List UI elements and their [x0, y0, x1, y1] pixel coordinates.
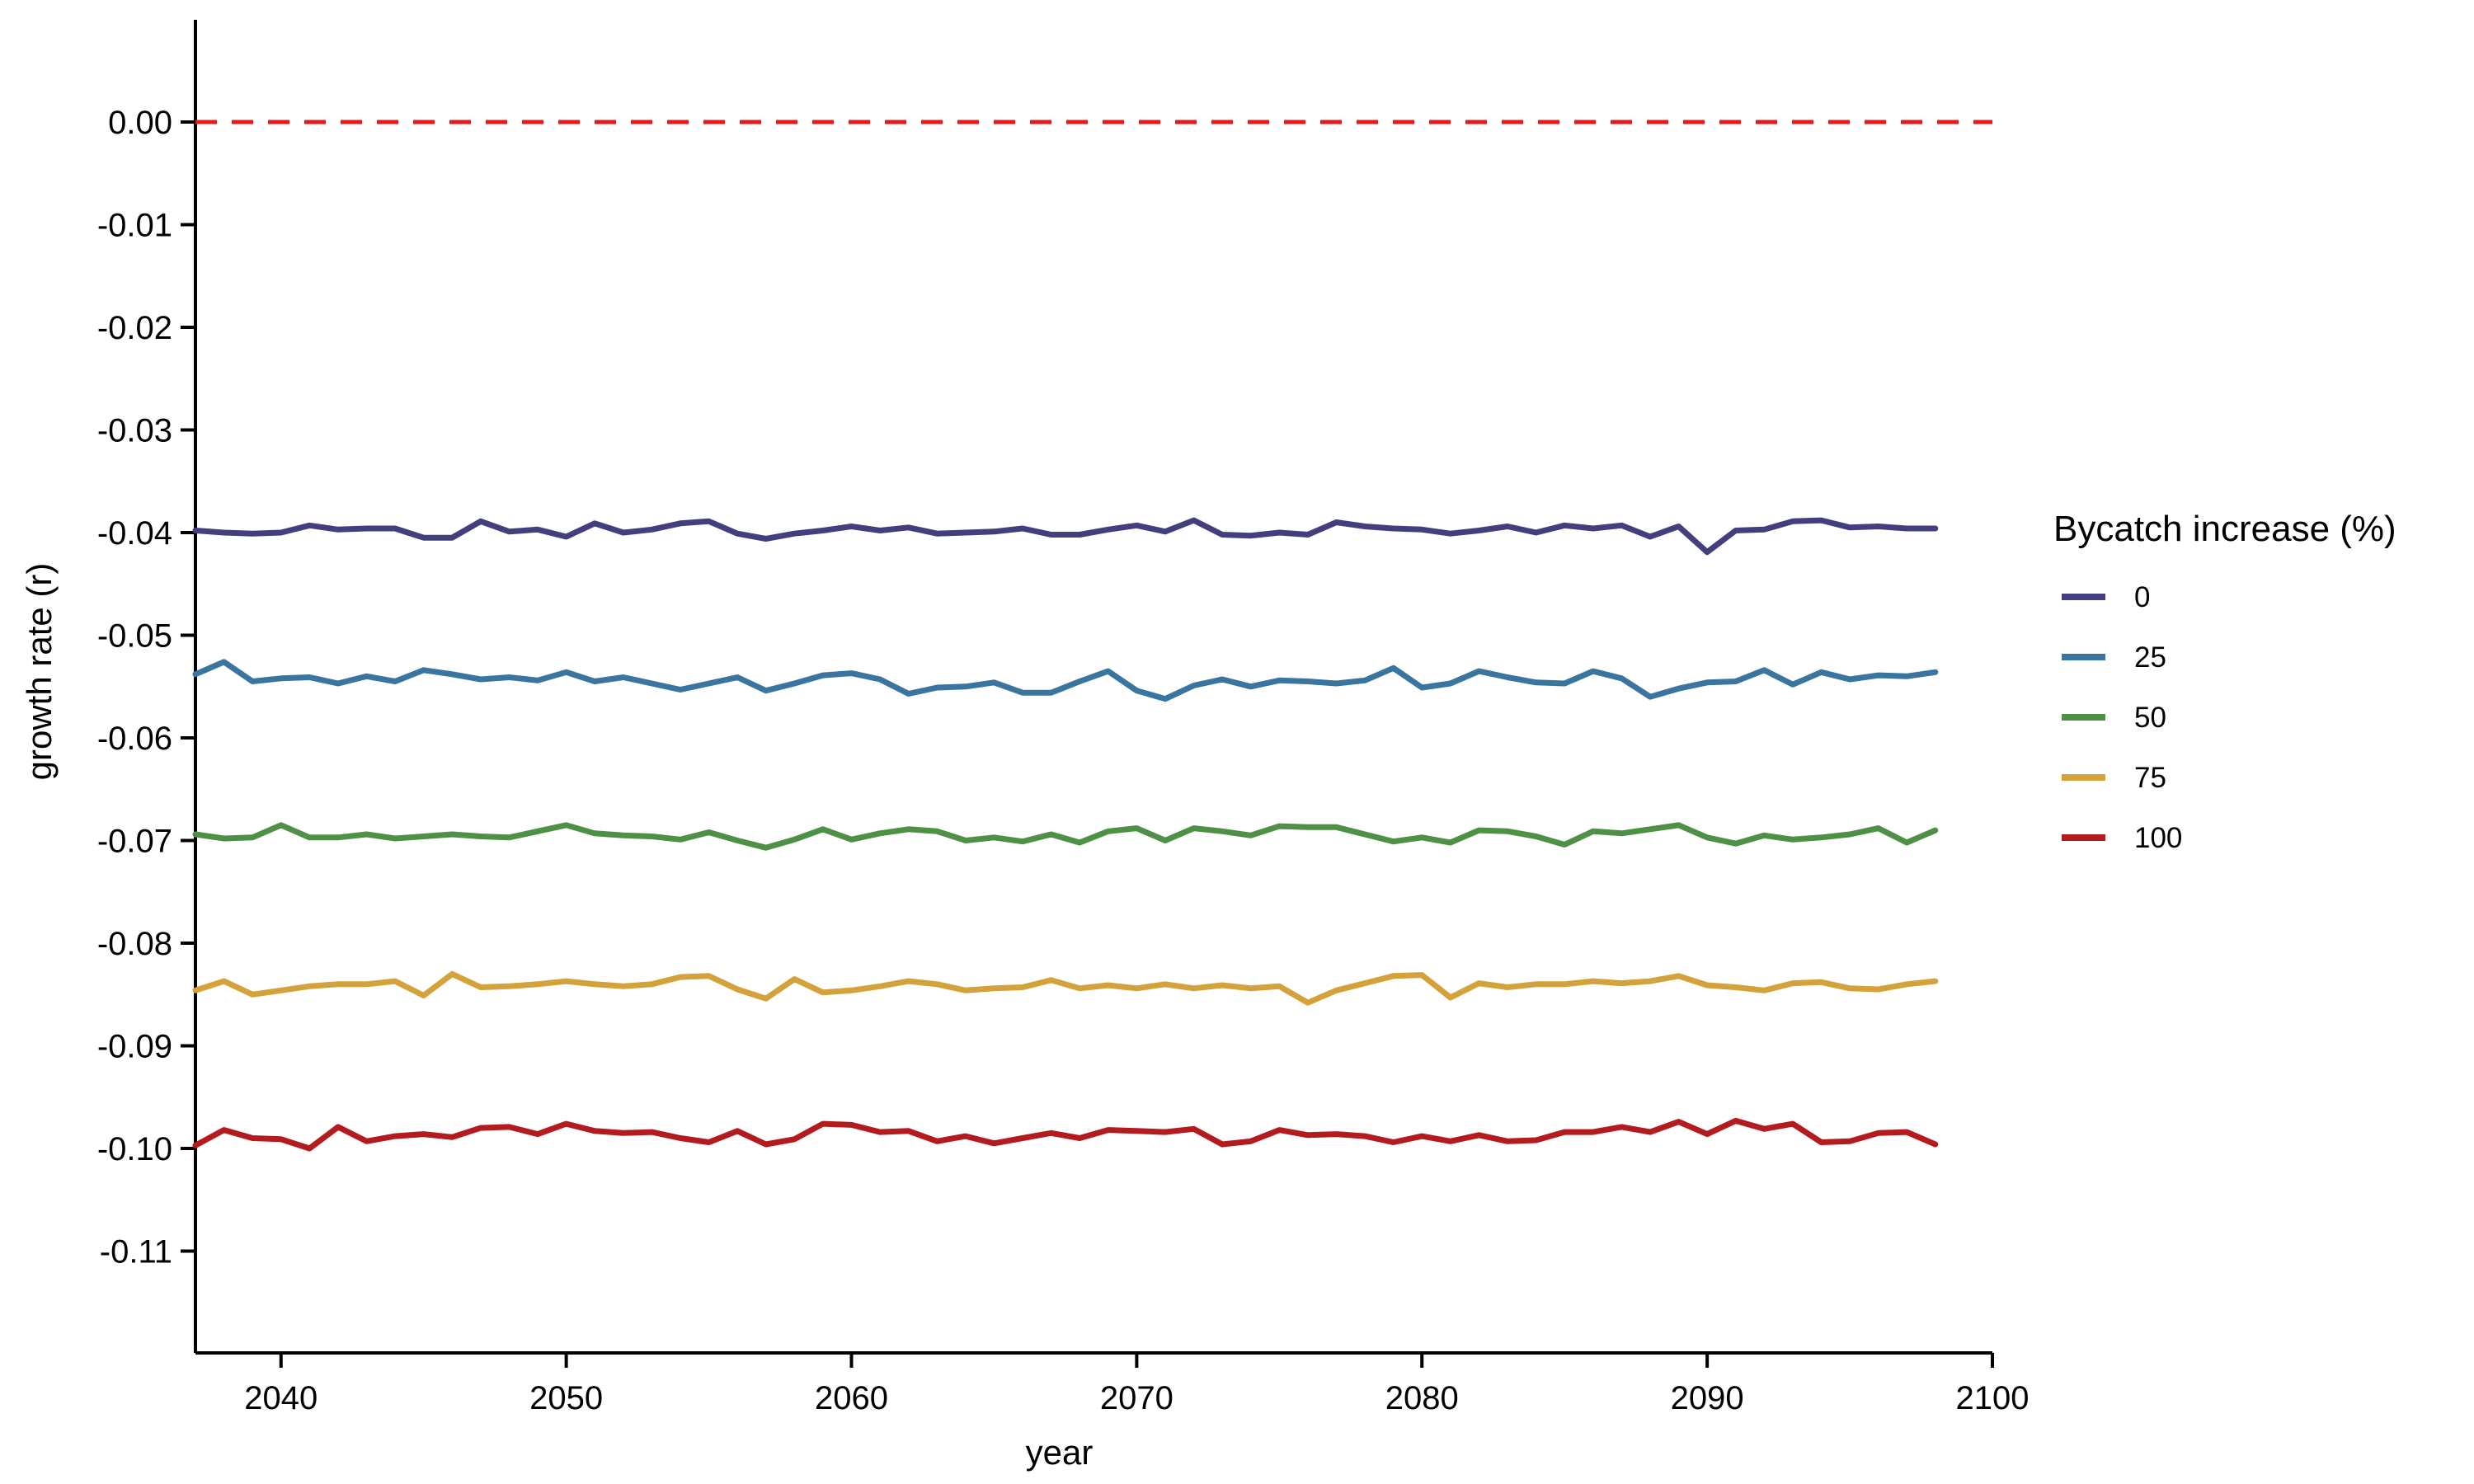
- y-tick-label: -0.06: [97, 721, 172, 757]
- axes: 0.00 -0.01 -0.02 -0.03 -0.04 -0.05 -0.06 -0.07 -…: [97, 20, 2029, 1416]
- x-axis-title: year: [1026, 1433, 1094, 1472]
- legend-title: Bycatch increase (%): [2053, 509, 2396, 549]
- y-tick-label: -0.05: [97, 618, 172, 655]
- x-tick-label: 2060: [815, 1380, 888, 1416]
- y-tick-label: -0.02: [97, 310, 172, 346]
- x-tick-label: 2100: [1956, 1380, 2030, 1416]
- x-tick-label: 2040: [244, 1380, 317, 1416]
- y-axis-ticks: 0.00 -0.01 -0.02 -0.03 -0.04 -0.05 -0.06 -0.07 -…: [97, 105, 195, 1270]
- y-tick-label: -0.07: [97, 824, 172, 860]
- legend-label-25: 25: [2134, 641, 2166, 674]
- y-tick-label: -0.11: [100, 1234, 172, 1270]
- legend-label-100: 100: [2134, 822, 2182, 854]
- y-tick-label: -0.04: [97, 515, 172, 552]
- series-line-100: [192, 1117, 1939, 1152]
- x-tick-label: 2050: [529, 1380, 603, 1416]
- y-axis-title: growth rate (r): [20, 563, 59, 781]
- legend-label-50: 50: [2134, 702, 2166, 734]
- legend-items: 0 25 50 75 100: [2062, 581, 2182, 854]
- y-tick-label: -0.10: [97, 1131, 172, 1167]
- series-layer: [192, 517, 1939, 1152]
- x-tick-label: 2090: [1671, 1380, 1744, 1416]
- y-tick-label: -0.03: [97, 413, 172, 449]
- y-tick-label: -0.09: [97, 1029, 172, 1065]
- x-axis-ticks: 2040 2050 2060 2070 2080 2090 2100: [244, 1353, 2029, 1416]
- series-line-0: [192, 517, 1939, 556]
- y-tick-label: -0.01: [97, 208, 172, 244]
- legend-label-0: 0: [2134, 581, 2150, 613]
- x-tick-label: 2070: [1100, 1380, 1174, 1416]
- y-tick-label: 0.00: [108, 105, 172, 141]
- series-line-75: [192, 970, 1939, 1006]
- y-tick-label: -0.08: [97, 926, 172, 962]
- legend-label-75: 75: [2134, 762, 2166, 794]
- x-tick-label: 2080: [1385, 1380, 1459, 1416]
- series-line-25: [192, 659, 1939, 702]
- legend: Bycatch increase (%) 0 25 50 75 100: [2053, 509, 2396, 854]
- series-line-50: [192, 822, 1939, 851]
